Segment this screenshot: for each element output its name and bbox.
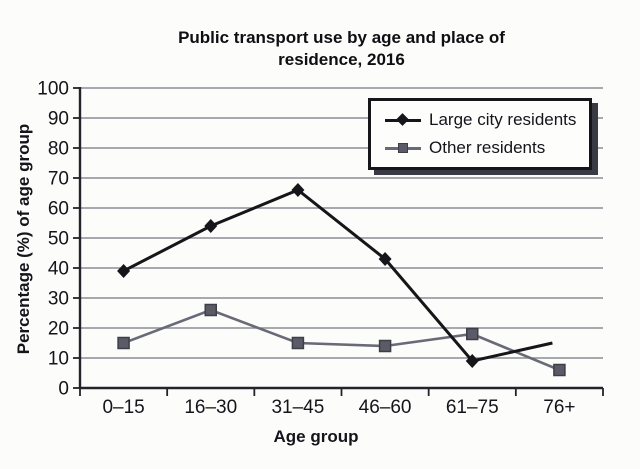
- chart-title: Public transport use by age and place of…: [80, 27, 603, 71]
- x-tick-label: 0–15: [102, 397, 144, 418]
- legend-label-other: Other residents: [429, 138, 546, 158]
- marker-diamond-large-city-residents: [378, 252, 392, 266]
- series-line-large-city-residents: [122, 188, 553, 363]
- marker-diamond-large-city-residents: [204, 219, 218, 233]
- square-marker-icon: [398, 143, 408, 154]
- y-tick-label: 40: [48, 259, 69, 280]
- diamond-marker-icon: [396, 112, 409, 126]
- y-tick-label: 60: [48, 199, 69, 220]
- x-axis-title: Age group: [273, 427, 359, 446]
- y-tick-label: 20: [48, 319, 69, 340]
- legend-item-large-city-residents: Large city residents: [385, 110, 589, 130]
- legend-item-other-residents: Other residents: [385, 138, 589, 158]
- marker-square-other-residents: [204, 303, 217, 317]
- marker-diamond-large-city-residents: [117, 264, 131, 278]
- x-tick-label: 31–45: [271, 397, 324, 418]
- marker-square-other-residents: [291, 336, 305, 350]
- x-tick-label: 16–30: [184, 397, 237, 418]
- legend-other-marker: [385, 141, 421, 155]
- marker-square-other-residents: [378, 339, 392, 353]
- y-tick-label: 10: [48, 349, 69, 370]
- y-tick-label: 80: [48, 139, 69, 160]
- chart-title-line2: residence, 2016: [278, 50, 405, 69]
- y-tick-label: 100: [37, 79, 69, 100]
- y-tick-label: 0: [58, 379, 69, 400]
- y-tick-label: 90: [48, 109, 69, 130]
- x-tick-label: 76+: [543, 397, 575, 418]
- legend-label-large-city: Large city residents: [429, 109, 577, 129]
- legend: Large city residents Other residents: [368, 98, 592, 170]
- chart-title-line1: Public transport use by age and place of: [178, 28, 505, 47]
- marker-diamond-large-city-residents: [291, 183, 305, 197]
- marker-square-other-residents: [117, 336, 130, 350]
- y-tick-label: 30: [48, 289, 69, 310]
- legend-large-city-marker: [385, 112, 421, 127]
- series-line-other-residents: [123, 308, 560, 372]
- x-tick-label: 46–60: [359, 397, 412, 418]
- y-tick-label: 70: [48, 169, 69, 190]
- y-tick-label: 50: [48, 229, 69, 250]
- marker-diamond-large-city-residents: [465, 354, 479, 368]
- marker-square-other-residents: [553, 363, 566, 377]
- marker-square-other-residents: [466, 327, 479, 341]
- y-axis-title: Percentage (%) of age group: [14, 123, 33, 355]
- x-tick-label: 61–75: [446, 397, 499, 418]
